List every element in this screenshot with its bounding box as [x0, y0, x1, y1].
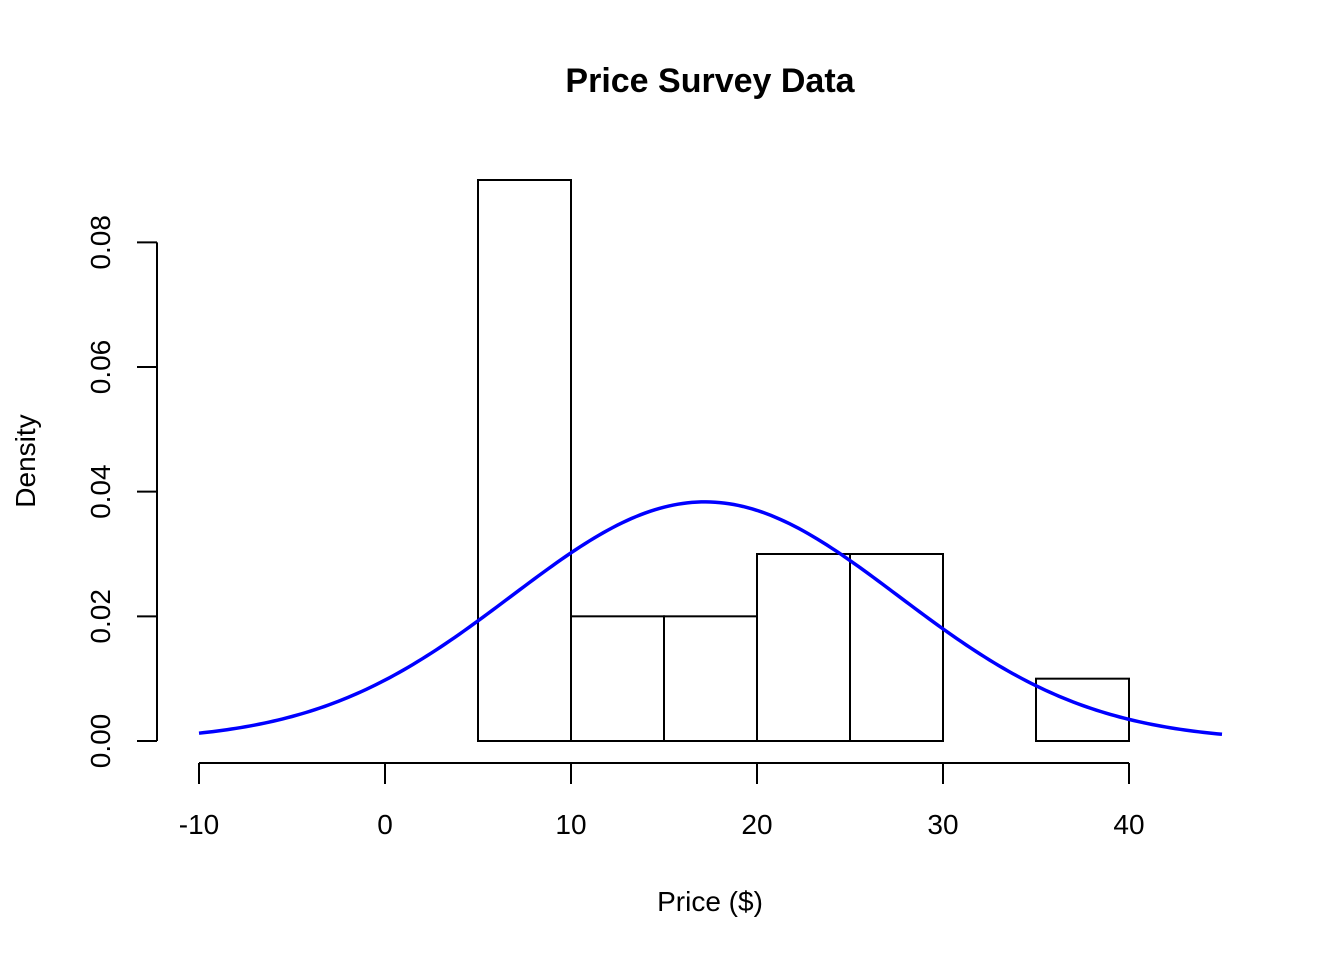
histogram-bar-25-30 — [849, 553, 944, 742]
x-tick-label: 0 — [377, 809, 393, 840]
chart-title: Price Survey Data — [565, 62, 855, 100]
y-axis: 0.00 0.02 0.04 0.06 0.08 — [85, 215, 158, 769]
x-tick-label: 10 — [555, 809, 586, 840]
histogram-bar-35-40 — [1035, 677, 1130, 743]
y-tick-label: 0.06 — [85, 340, 116, 395]
y-axis-label: Density — [10, 414, 41, 507]
x-axis: -10 0 10 20 30 40 — [179, 762, 1145, 840]
x-tick-label: 20 — [741, 809, 772, 840]
y-tick-label: 0.02 — [85, 589, 116, 644]
y-tick-label: 0.00 — [85, 714, 116, 769]
x-tick-label: 30 — [927, 809, 958, 840]
x-tick-label: -10 — [179, 809, 219, 840]
y-tick-label: 0.08 — [85, 215, 116, 269]
histogram-bar-5-10 — [477, 179, 572, 742]
histogram-bar-15-20 — [663, 615, 758, 742]
x-tick-label: 40 — [1113, 809, 1144, 840]
histogram-bars — [477, 179, 1130, 743]
histogram-bar-10-15 — [570, 615, 665, 742]
x-axis-label: Price ($) — [657, 886, 763, 917]
normal-density-curve — [198, 500, 1223, 737]
histogram-bar-20-25 — [756, 553, 851, 742]
y-tick-label: 0.04 — [85, 464, 116, 518]
